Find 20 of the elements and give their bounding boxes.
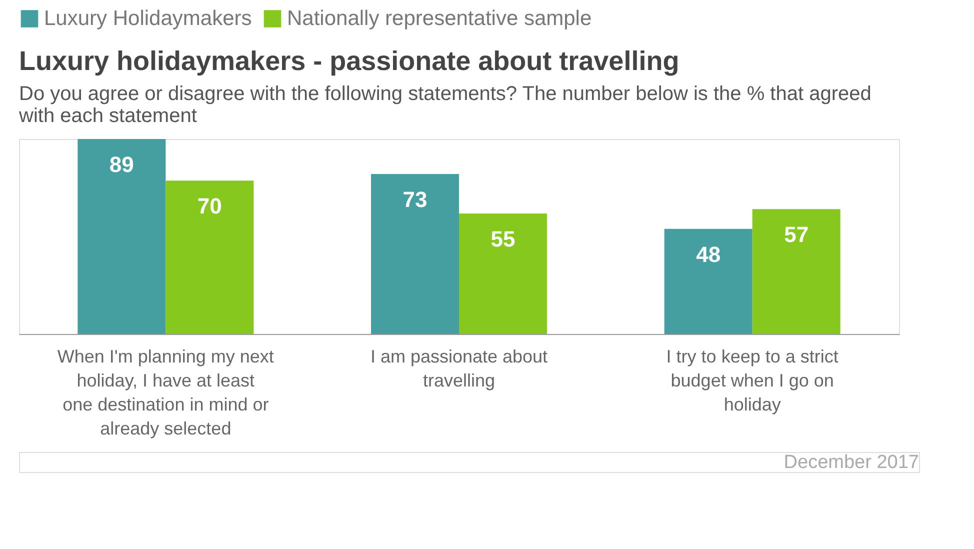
- legend-label: Nationally representative sample: [287, 6, 592, 30]
- chart-title: Luxury holidaymakers - passionate about travelling: [19, 46, 680, 76]
- x-tick-label: When I'm planning my next holiday, I have at least one destination in mind or already selected: [57, 346, 274, 438]
- bar: [166, 180, 254, 334]
- data-label: 73: [402, 187, 428, 212]
- x-tick-label: I am passionate about travelling: [370, 346, 548, 390]
- legend-label: Luxury Holidaymakers: [44, 6, 252, 30]
- data-label: 57: [784, 222, 809, 248]
- bar: [371, 174, 459, 334]
- bar: [78, 139, 166, 334]
- data-label: 89: [109, 152, 134, 177]
- bar: [664, 228, 752, 334]
- data-label: 70: [197, 194, 222, 219]
- data-label: 48: [696, 242, 721, 267]
- text: December 2017: [784, 452, 919, 473]
- bar: [459, 213, 547, 334]
- bar: [752, 209, 840, 334]
- chart-subtitle: Do you agree or disagree with the following statements? The number below is the % that agreed with each statement: [18, 83, 872, 127]
- data-label: 55: [490, 226, 516, 252]
- x-tick-label: I try to keep to a strict budget when I go on holiday: [666, 346, 838, 414]
